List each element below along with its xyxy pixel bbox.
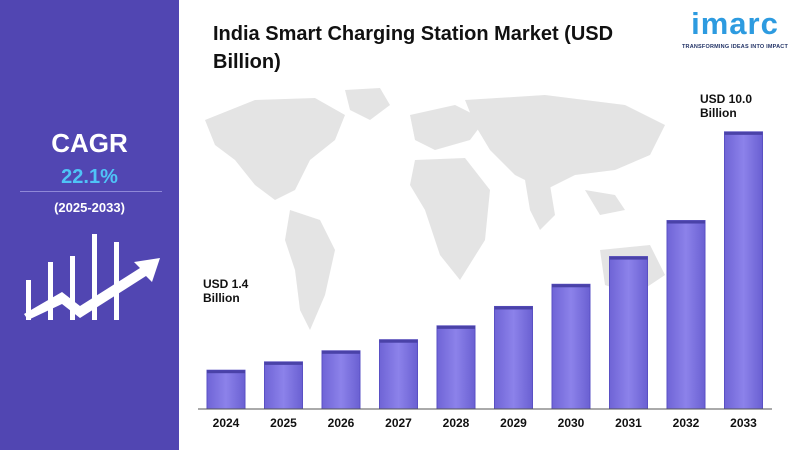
logo-tagline: TRANSFORMING IDEAS INTO IMPACT [681,44,789,50]
bar-top-edge [207,370,245,374]
x-tick-label: 2026 [328,416,355,430]
x-tick-label: 2025 [270,416,297,430]
logo-wordmark: imarc [691,6,779,41]
bar-2033 [724,131,763,410]
x-tick-label: 2032 [673,416,700,430]
cagr-value: 22.1% [61,166,118,188]
x-tick-label: 2028 [443,416,470,430]
cagr-label: CAGR [51,128,128,158]
cagr-period: (2025-2033) [54,200,125,215]
x-tick-label: 2030 [558,416,585,430]
bar-2029 [494,305,533,410]
bar-2026 [321,350,361,410]
bar-top-edge [379,339,418,343]
chart-title: India Smart Charging Station Market (USD… [213,23,614,73]
x-tick-label: 2024 [213,416,240,430]
bar-top-edge [724,131,763,135]
bar-2025 [264,361,303,410]
bar-top-edge [552,284,590,288]
cagr-panel: CAGR 22.1% (2025-2033) [0,0,179,450]
bar-2031 [609,256,648,410]
bar-top-edge [264,361,303,365]
first-value-annotation: USD 1.4 Billion [203,277,248,305]
annotation-line: Billion [700,106,737,120]
bar-2030 [551,283,591,410]
annotation-line: USD 10.0 [700,92,753,106]
x-tick-label: 2033 [730,416,757,430]
cagr-divider [20,191,162,192]
bar-top-edge [437,325,475,329]
annotation-line: Billion [203,291,240,305]
bar-2028 [436,325,476,410]
last-value-annotation: USD 10.0 Billion [700,92,752,120]
x-tick-label: 2031 [615,416,642,430]
bar-top-edge [322,350,360,354]
growth-chart-icon [24,234,160,320]
bar-2027 [379,339,418,410]
bar-2032 [666,220,706,410]
x-tick-label: 2029 [500,416,527,430]
bar-2024 [206,369,246,410]
x-tick-label: 2027 [385,416,412,430]
bar-top-edge [667,220,705,224]
bar-top-edge [494,306,533,310]
annotation-line: USD 1.4 [203,277,249,291]
bar-top-edge [609,256,648,260]
imarc-logo: imarc TRANSFORMING IDEAS INTO IMPACT [676,6,794,56]
world-map-background [205,88,665,330]
